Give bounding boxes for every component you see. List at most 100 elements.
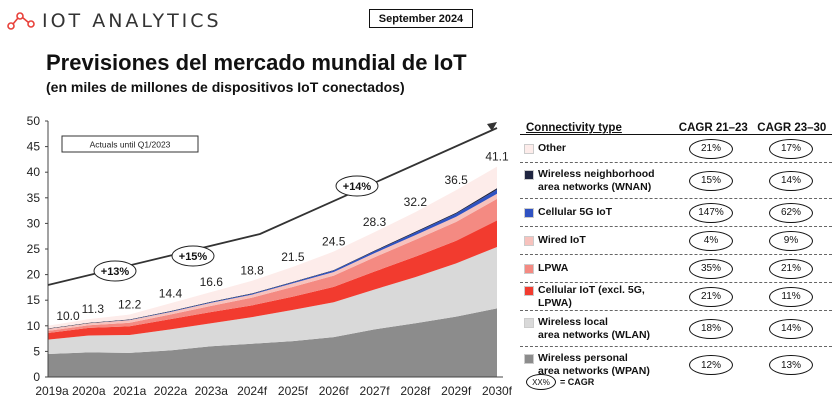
page-subtitle: (en miles de millones de dispositivos Io… <box>46 79 405 95</box>
total-data-label: 32.2 <box>404 195 428 209</box>
cagr-key: XX% = CAGR <box>526 374 594 390</box>
cagr-23-30-value: 9% <box>769 230 813 251</box>
legend-label-line: Cellular IoT (excl. 5G, LPWA) <box>538 283 645 309</box>
legend-cagr1-cell: 15% <box>672 170 750 191</box>
cagr-23-30-value: 17% <box>769 138 813 159</box>
trend-cagr-oval <box>335 175 379 197</box>
cagr-23-30-value: 14% <box>769 318 813 339</box>
legend-label: LPWA <box>520 262 672 275</box>
iot-forecast-chart: 0 5 10 15 20 25 30 35 40 45 50 2019a 2020a 2021a 2022a… <box>27 114 513 398</box>
legend-label-line: Wired IoT <box>538 234 586 246</box>
legend-swatch <box>524 285 534 296</box>
trend-arrowhead <box>487 122 497 131</box>
legend-swatch <box>524 169 534 180</box>
legend-cagr1-cell: 18% <box>672 318 750 339</box>
legend-cagr1-cell: 21% <box>672 138 750 159</box>
legend-label: Other <box>520 142 672 155</box>
legend-cagr2-cell: 11% <box>750 286 832 307</box>
legend-swatch <box>524 317 534 328</box>
legend-row: Wireless local area networks (WLAN) 18% 14% <box>520 311 832 347</box>
network-logo-icon <box>7 12 35 30</box>
legend-header: Connectivity type CAGR 21–23 CAGR 23–30 <box>520 104 832 135</box>
legend-label-line: area networks (WLAN) <box>538 328 651 341</box>
legend-label-line: Wireless neighborhood <box>538 167 655 180</box>
legend-label: Wireless neighborhood area networks (WNAN… <box>520 168 672 194</box>
total-data-label: 21.5 <box>281 250 305 264</box>
legend-rows: Other 21% 17% Wireless neighborhood area net… <box>520 135 832 383</box>
trend-cagr-label: +15% <box>179 251 208 263</box>
legend-row: Other 21% 17% <box>520 135 832 163</box>
y-tick-label: 25 <box>27 242 41 256</box>
trend-cagr-label: +13% <box>101 266 130 278</box>
legend-cagr2-cell: 13% <box>750 355 832 375</box>
x-tick-label: 2027f <box>360 384 391 398</box>
legend-cagr2-cell: 21% <box>750 258 832 279</box>
legend-row: Wireless personal area networks (WPAN) 12%… <box>520 347 832 383</box>
legend-swatch <box>524 236 534 246</box>
y-tick-label: 45 <box>27 140 41 154</box>
legend-label-text: Wireless neighborhood area networks (WNAN… <box>538 168 655 194</box>
area-series-1 <box>48 246 497 354</box>
trend-cagr-oval <box>93 260 137 282</box>
trend-cagr-label: +14% <box>343 181 372 193</box>
cagr-21-23-value: 35% <box>689 258 733 279</box>
y-tick-label: 15 <box>27 293 41 307</box>
legend-row: Cellular IoT (excl. 5G, LPWA) 21% 11% <box>520 283 832 311</box>
cagr-21-23-value: 21% <box>689 138 733 159</box>
legend-cagr2-cell: 14% <box>750 170 832 191</box>
brand-name: IOT ANALYTICS <box>42 10 222 32</box>
legend-swatch <box>524 144 534 154</box>
x-tick-label: 2026f <box>319 384 350 398</box>
total-data-label: 18.8 <box>240 264 264 278</box>
cagr-23-30-value: 11% <box>769 286 813 307</box>
total-data-label: 11.3 <box>82 302 105 316</box>
x-tick-label: 2029f <box>441 384 472 398</box>
y-tick-label: 40 <box>27 165 41 179</box>
y-tick-label: 35 <box>27 191 41 205</box>
legend-cagr1-cell: 21% <box>672 286 750 307</box>
legend-label-line: Other <box>538 142 567 154</box>
y-tick-label: 0 <box>33 370 40 384</box>
legend-swatch <box>524 208 534 218</box>
total-data-label: 36.5 <box>445 173 469 187</box>
total-data-label: 41.1 <box>485 150 509 164</box>
legend-row: LPWA 35% 21% <box>520 255 832 283</box>
legend-label-text: Wired IoT <box>538 234 586 247</box>
trend-cagr-oval <box>171 245 215 267</box>
x-tick-label: 2019a <box>35 384 69 398</box>
cagr-21-23-value: 147% <box>689 202 733 223</box>
legend-cagr1-cell: 35% <box>672 258 750 279</box>
legend-header-type: Connectivity type <box>526 122 622 134</box>
legend-label-text: Cellular IoT (excl. 5G, LPWA) <box>538 284 672 310</box>
total-data-label: 16.6 <box>200 275 224 289</box>
legend-label-line: Cellular 5G IoT <box>538 206 613 218</box>
legend-label: Wired IoT <box>520 234 672 247</box>
cagr-key-symbol: XX% <box>526 374 556 390</box>
legend-label-text: Wireless local area networks (WLAN) <box>538 316 650 342</box>
x-tick-label: 2022a <box>154 384 188 398</box>
legend-cagr2-cell: 9% <box>750 230 832 251</box>
legend-label-line: area networks (WPAN) <box>538 365 650 377</box>
y-tick-label: 10 <box>27 319 41 333</box>
legend-row: Wireless neighborhood area networks (WNAN… <box>520 163 832 199</box>
legend-cagr1-cell: 4% <box>672 230 750 251</box>
legend-label-text: Cellular 5G IoT <box>538 206 612 219</box>
legend-header-cagr1: CAGR 21–23 <box>678 122 748 134</box>
legend-label-line: Wireless local <box>538 315 608 328</box>
y-tick-label: 50 <box>27 114 41 128</box>
cagr-23-30-value: 62% <box>769 202 813 223</box>
legend-label: Wireless personal area networks (WPAN) <box>520 352 672 378</box>
cagr-21-23-value: 15% <box>689 170 733 191</box>
total-data-label: 12.2 <box>118 298 142 312</box>
legend-cagr2-cell: 17% <box>750 138 832 159</box>
legend-cagr1-cell: 12% <box>672 355 750 375</box>
legend-label-line: LPWA <box>538 262 569 274</box>
x-tick-label: 2023a <box>195 384 229 398</box>
total-data-label: 24.5 <box>322 235 346 249</box>
y-tick-label: 20 <box>27 268 41 282</box>
cagr-21-23-value: 18% <box>689 318 733 339</box>
x-tick-label: 2028f <box>400 384 431 398</box>
brand-logo: IOT ANALYTICS <box>6 10 222 32</box>
area-series-0 <box>48 308 497 377</box>
legend-cagr2-cell: 14% <box>750 318 832 339</box>
